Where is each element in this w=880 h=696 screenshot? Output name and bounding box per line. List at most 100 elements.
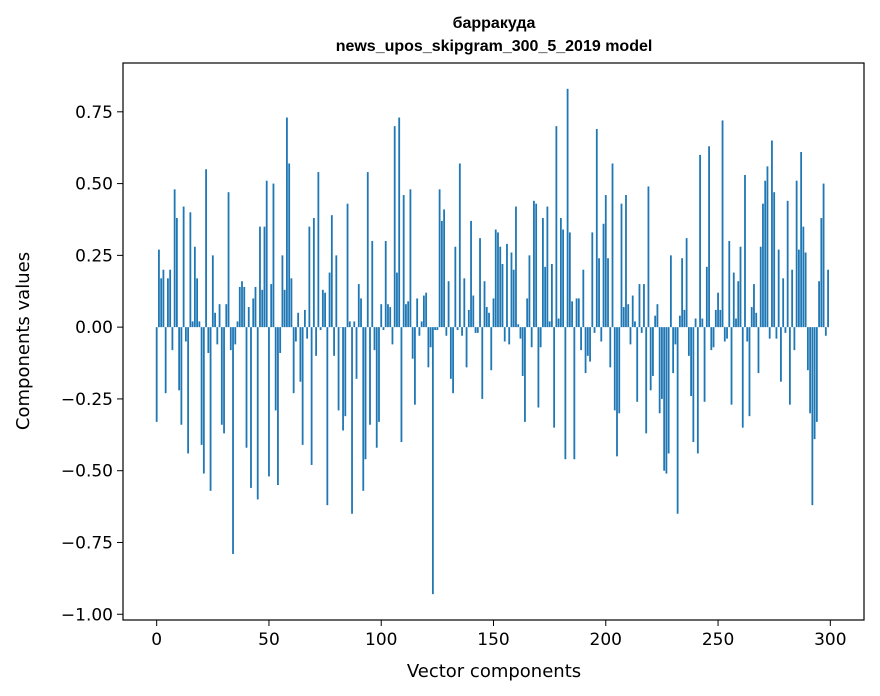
bar (366, 172, 369, 328)
bar (692, 327, 695, 442)
bar (353, 321, 356, 328)
bar (744, 174, 746, 328)
bar (160, 278, 163, 328)
bar (548, 321, 551, 328)
y-axis-label: Components values (13, 252, 34, 430)
bar (295, 327, 297, 342)
bar (494, 229, 497, 328)
bar (492, 298, 495, 328)
bar (344, 327, 347, 417)
bar (452, 327, 454, 394)
bar (580, 327, 582, 351)
bar (272, 183, 275, 328)
bar (820, 218, 823, 328)
bar (474, 327, 477, 333)
plot-frame (122, 62, 865, 621)
bar (652, 327, 654, 376)
bar (577, 298, 580, 328)
bar (180, 327, 183, 425)
bar (416, 298, 419, 328)
bar (299, 327, 302, 382)
bar (699, 154, 701, 328)
bar (625, 195, 627, 328)
bar (508, 327, 511, 345)
bar (557, 318, 560, 328)
bar (544, 266, 547, 328)
y-tick-label: −0.75 (61, 533, 113, 553)
bar (200, 327, 203, 445)
bar (721, 120, 724, 328)
bar (191, 321, 194, 328)
bar (310, 327, 313, 465)
bar (207, 327, 210, 353)
bar (479, 238, 481, 328)
bar (378, 327, 380, 422)
bar (661, 327, 663, 399)
bar (375, 327, 378, 448)
bar (409, 189, 412, 328)
bar (445, 327, 448, 336)
bar (681, 258, 684, 328)
bar (402, 195, 405, 328)
bar (398, 117, 401, 328)
bar (782, 278, 785, 328)
bar (380, 304, 383, 328)
bar (187, 327, 190, 454)
bar (431, 327, 434, 595)
bar (818, 281, 820, 328)
bar (528, 255, 531, 328)
y-tick-label: 0.75 (75, 103, 113, 123)
bar (746, 327, 749, 342)
bar (562, 229, 565, 328)
bar (225, 304, 228, 328)
bar (573, 327, 576, 460)
bar (351, 327, 353, 514)
bar (429, 327, 432, 348)
bar (384, 241, 387, 328)
bar (164, 327, 167, 394)
bar (773, 192, 776, 328)
bar (167, 278, 169, 328)
bar (182, 206, 185, 328)
bar (759, 246, 762, 328)
bar (696, 327, 699, 454)
bar (209, 327, 212, 491)
bar (515, 206, 517, 328)
bar (454, 246, 457, 328)
bar (566, 88, 569, 328)
bar (254, 286, 257, 328)
bar (173, 189, 176, 328)
bar (728, 241, 731, 328)
y-tick-label: 0.00 (75, 318, 113, 338)
bar (175, 218, 178, 328)
bar (795, 180, 798, 328)
bar (236, 321, 239, 328)
bar (232, 327, 234, 554)
x-tick-label: 250 (702, 630, 734, 650)
bar (640, 327, 643, 333)
bar (268, 327, 270, 477)
bar (636, 327, 639, 402)
bar (270, 284, 273, 328)
bar (326, 327, 329, 506)
bar (283, 289, 286, 328)
bar (218, 304, 221, 328)
bar (517, 324, 520, 328)
bar (198, 321, 201, 328)
bar (261, 289, 264, 328)
bar (553, 327, 556, 428)
bar (555, 126, 558, 328)
bar (827, 269, 829, 328)
bar (348, 321, 351, 328)
bar (607, 258, 609, 328)
bar (550, 263, 553, 328)
bar (447, 281, 450, 328)
bar (631, 295, 634, 328)
bar (813, 327, 816, 440)
bar (730, 327, 733, 405)
bar (797, 249, 800, 328)
bar (737, 281, 740, 328)
y-tick-label: −1.00 (61, 605, 113, 625)
bar (775, 327, 778, 339)
bar (250, 327, 252, 488)
